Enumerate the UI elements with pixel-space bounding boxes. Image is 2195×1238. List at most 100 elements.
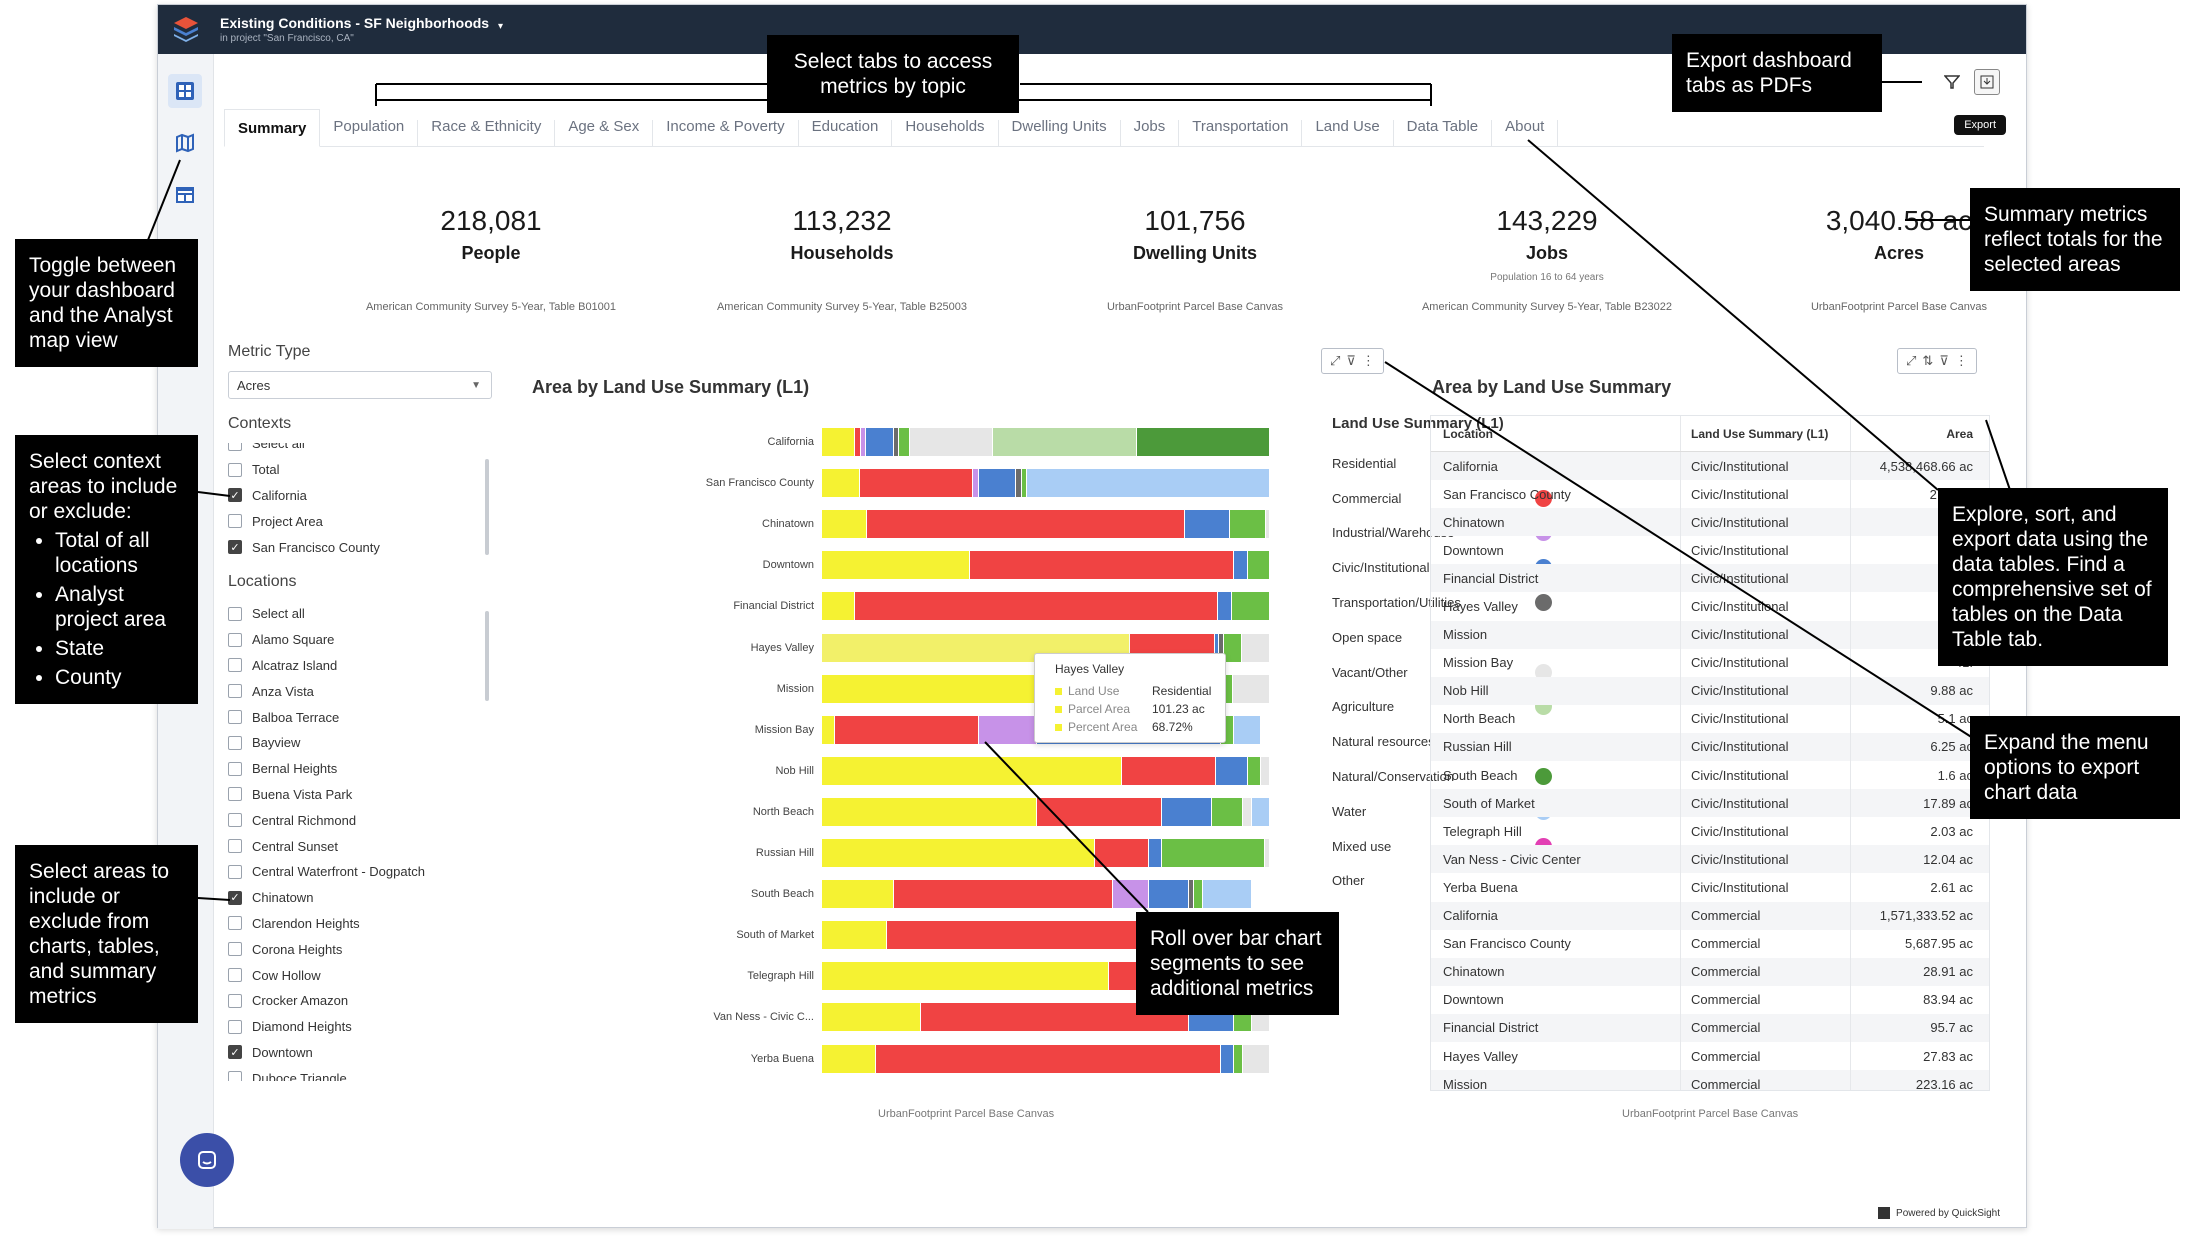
bar-segment-residential[interactable] bbox=[822, 839, 1096, 867]
checkbox-row[interactable]: ✓ Chinatown bbox=[228, 885, 488, 911]
bar-segment-open-space[interactable] bbox=[1211, 797, 1244, 826]
bar-segment-residential[interactable] bbox=[822, 551, 970, 580]
tab-education[interactable]: Education bbox=[799, 119, 893, 146]
bar-segment-commercial[interactable] bbox=[859, 469, 974, 498]
checkbox-row[interactable]: Central Waterfront - Dogpatch bbox=[228, 859, 488, 885]
bar-segment-residential[interactable] bbox=[822, 921, 888, 950]
tab-income-poverty[interactable]: Income & Poverty bbox=[653, 119, 799, 146]
bar-segment-vacant-other[interactable] bbox=[910, 428, 994, 456]
table-row[interactable]: Russian Hill Civic/Institutional 6.25 ac bbox=[1431, 732, 1989, 762]
map-view-button[interactable] bbox=[168, 126, 202, 160]
checkbox-icon[interactable] bbox=[228, 916, 242, 931]
tab-race-ethnicity[interactable]: Race & Ethnicity bbox=[418, 119, 556, 146]
bar-segment-residential[interactable] bbox=[822, 797, 1038, 826]
table-row[interactable]: Financial District Civic/Institutional bbox=[1431, 564, 1989, 593]
column-header[interactable]: Land Use Summary (L1) bbox=[1681, 416, 1851, 451]
locations-scrollbar[interactable] bbox=[485, 611, 489, 701]
table-row[interactable]: South of Market Civic/Institutional 17.89 … bbox=[1431, 789, 1989, 818]
checkbox-icon[interactable] bbox=[228, 1019, 242, 1034]
bar-segment-other[interactable] bbox=[1252, 880, 1270, 909]
filter-icon[interactable]: ⊽ bbox=[1346, 353, 1356, 368]
bar-segment-civic-institutional[interactable] bbox=[1234, 551, 1248, 580]
bar-segment-industrial-warehouse[interactable] bbox=[860, 428, 867, 456]
bar-segment-vacant-other[interactable] bbox=[1261, 756, 1270, 785]
table-row[interactable]: San Francisco County Commercial 5,687.95 a… bbox=[1431, 929, 1989, 958]
locations-list[interactable]: Select all Alamo Square Alcatraz Island Anz… bbox=[228, 601, 498, 1081]
bar-segment-industrial-warehouse[interactable] bbox=[1113, 880, 1150, 909]
layout-view-button[interactable] bbox=[168, 178, 202, 212]
bar-segment-vacant-other[interactable] bbox=[1241, 633, 1270, 662]
stacked-bar[interactable] bbox=[822, 839, 1270, 867]
checkbox-icon[interactable] bbox=[228, 968, 242, 983]
checkbox-icon[interactable] bbox=[228, 443, 242, 451]
bar-segment-open-space[interactable] bbox=[1229, 510, 1266, 539]
checkbox-row[interactable]: Anza Vista bbox=[228, 678, 488, 704]
checkbox-row[interactable]: ✓ San Francisco County bbox=[228, 534, 478, 559]
checkbox-checked-icon[interactable]: ✓ bbox=[228, 488, 242, 503]
contexts-scrollbar[interactable] bbox=[485, 459, 489, 555]
stacked-bar[interactable] bbox=[822, 469, 1270, 498]
checkbox-row[interactable]: Cow Hollow bbox=[228, 962, 488, 988]
legend-item[interactable]: Other bbox=[1332, 864, 1552, 899]
checkbox-row[interactable]: Bayview bbox=[228, 730, 488, 756]
checkbox-row[interactable]: Project Area bbox=[228, 508, 478, 534]
bar-segment-other[interactable] bbox=[1261, 715, 1270, 744]
tab-data-table[interactable]: Data Table bbox=[1394, 119, 1493, 146]
bar-segment-civic-institutional[interactable] bbox=[1218, 592, 1233, 621]
table-row[interactable]: Hayes Valley Commercial 27.83 ac bbox=[1431, 1041, 1989, 1071]
checkbox-icon[interactable] bbox=[228, 864, 242, 879]
checkbox-row[interactable]: Buena Vista Park bbox=[228, 782, 488, 808]
bar-segment-open-space[interactable] bbox=[1234, 1044, 1244, 1073]
checkbox-checked-icon[interactable]: ✓ bbox=[228, 540, 242, 555]
bar-segment-water[interactable] bbox=[1252, 797, 1270, 826]
tab-jobs[interactable]: Jobs bbox=[1121, 119, 1180, 146]
bar-segment-commercial[interactable] bbox=[855, 592, 1219, 621]
tab-age-sex[interactable]: Age & Sex bbox=[555, 119, 654, 146]
tab-about[interactable]: About bbox=[1492, 119, 1559, 146]
bar-segment-residential[interactable] bbox=[822, 1003, 921, 1032]
project-title[interactable]: Existing Conditions - SF Neighborhoods bbox=[220, 15, 490, 31]
bar-segment-vacant-other[interactable] bbox=[1243, 1044, 1270, 1073]
bar-segment-open-space[interactable] bbox=[899, 428, 911, 456]
stacked-bar[interactable] bbox=[822, 551, 1270, 580]
bar-segment-transportation-utilities[interactable] bbox=[1189, 880, 1194, 909]
stacked-bar[interactable] bbox=[822, 428, 1270, 456]
checkbox-icon[interactable] bbox=[228, 658, 242, 673]
bar-segment-vacant-other[interactable] bbox=[1265, 839, 1270, 867]
bar-segment-commercial[interactable] bbox=[969, 551, 1235, 580]
checkbox-row[interactable]: ✓ Downtown bbox=[228, 1040, 488, 1066]
bar-segment-open-space[interactable] bbox=[1021, 469, 1028, 498]
bar-segment-open-space[interactable] bbox=[1193, 880, 1203, 909]
checkbox-icon[interactable] bbox=[228, 1071, 242, 1081]
checkbox-icon[interactable] bbox=[228, 993, 242, 1008]
checkbox-row[interactable]: Crocker Amazon bbox=[228, 988, 488, 1014]
app-logo-icon[interactable] bbox=[172, 15, 200, 43]
bar-segment-industrial-warehouse[interactable] bbox=[978, 715, 1038, 744]
bar-segment-open-space[interactable] bbox=[1247, 551, 1270, 580]
table-row[interactable]: Van Ness - Civic Center Civic/Institution… bbox=[1431, 845, 1989, 874]
bar-segment-commercial[interactable] bbox=[835, 715, 979, 744]
bar-segment-natural-conservation[interactable] bbox=[1137, 428, 1270, 456]
bar-segment-residential[interactable] bbox=[822, 428, 856, 456]
bar-segment-transportation-utilities[interactable] bbox=[893, 428, 900, 456]
bar-segment-civic-institutional[interactable] bbox=[1184, 510, 1230, 539]
filter-icon[interactable]: ⊽ bbox=[1939, 353, 1949, 368]
checkbox-icon[interactable] bbox=[228, 514, 242, 529]
stacked-bar[interactable] bbox=[822, 1044, 1270, 1073]
bar-segment-water[interactable] bbox=[1202, 880, 1253, 909]
bar-segment-open-space[interactable] bbox=[1247, 756, 1262, 785]
bar-segment-commercial[interactable] bbox=[887, 921, 1140, 950]
bar-segment-civic-institutional[interactable] bbox=[978, 469, 1017, 498]
tab-households[interactable]: Households bbox=[892, 119, 999, 146]
more-options-icon[interactable]: ⋮ bbox=[1361, 353, 1375, 368]
tab-land-use[interactable]: Land Use bbox=[1302, 119, 1394, 146]
stacked-bar[interactable] bbox=[822, 592, 1270, 621]
checkbox-icon[interactable] bbox=[228, 761, 242, 776]
table-row[interactable]: Telegraph Hill Civic/Institutional 2.03 ac bbox=[1431, 817, 1989, 846]
table-row[interactable]: Chinatown Commercial 28.91 ac bbox=[1431, 957, 1989, 986]
tab-dwelling-units[interactable]: Dwelling Units bbox=[999, 119, 1121, 146]
bar-segment-residential[interactable] bbox=[822, 715, 836, 744]
table-row[interactable]: California Commercial 1,571,333.52 ac bbox=[1431, 901, 1989, 930]
